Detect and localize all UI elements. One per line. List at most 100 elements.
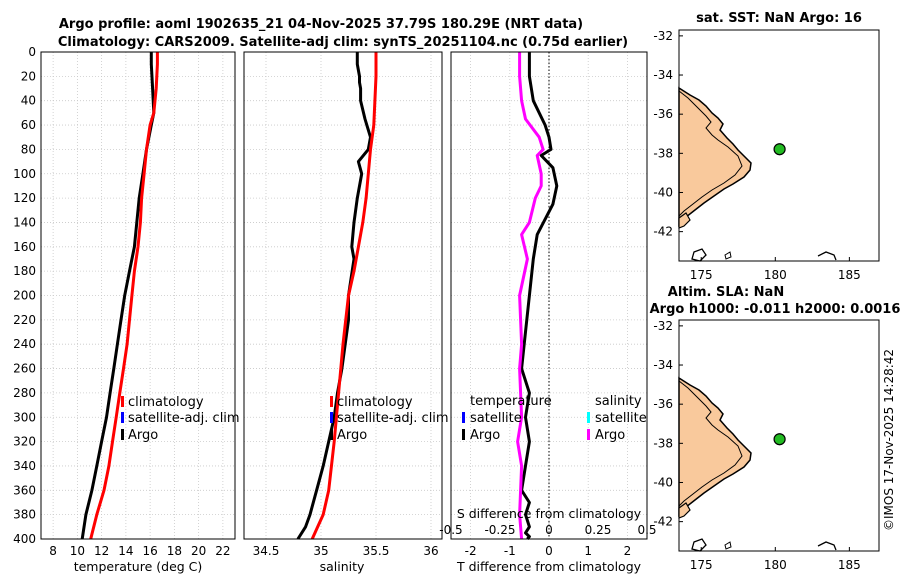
lat-tick-label: -32: [653, 29, 673, 43]
x-tick-label: 36: [423, 544, 438, 558]
sst-map-axes-box: [678, 29, 880, 262]
depth-tick-label: 220: [13, 313, 36, 327]
x-tick-label: 35.5: [363, 544, 390, 558]
imos-timestamp: ©IMOS 17-Nov-2025 14:28:42: [882, 349, 896, 531]
sst-map-title: sat. SST: NaN Argo: 16: [696, 11, 862, 26]
x-tick-label: 1: [584, 544, 592, 558]
lat-tick-label: -32: [653, 319, 673, 333]
legend-header-temperature: temperature: [470, 394, 552, 409]
x-tick-label: 12: [94, 544, 109, 558]
lat-tick-label: -34: [653, 358, 673, 372]
island-outline-east: [817, 541, 837, 551]
lon-tick-label: 175: [690, 268, 713, 282]
depth-tick-label: 140: [13, 215, 36, 229]
x-tick-label: -1: [504, 544, 516, 558]
lat-tick-label: -38: [653, 146, 673, 160]
depth-tick-label: 180: [13, 264, 36, 278]
salinity-xlabel: salinity: [320, 559, 365, 574]
depth-tick-label: 320: [13, 435, 36, 449]
x-tick-label: 16: [142, 544, 157, 558]
x-tick-label: 35: [313, 544, 328, 558]
depth-tick-label: 20: [21, 69, 36, 83]
lat-tick-label: -38: [653, 436, 673, 450]
depth-tick-label: 200: [13, 289, 36, 303]
depth-tick-label: 240: [13, 337, 36, 351]
north-island-land: [678, 376, 752, 517]
depth-tick-label: 120: [13, 191, 36, 205]
x-tick-label: 14: [118, 544, 133, 558]
coastline-detail: [678, 380, 743, 507]
figure-title-line1: Argo profile: aoml 1902635_21 04-Nov-202…: [59, 17, 583, 32]
temperature-xlabel: temperature (deg C): [74, 559, 203, 574]
argo-s-difference-line: [516, 52, 545, 540]
sst-map-panel: sat. SST: NaN Argo: 16 -32 -34 -36 -38 -40 -4…: [653, 11, 880, 282]
climatology-temperature-line: [89, 52, 159, 540]
lat-tick-label: -40: [653, 185, 673, 199]
legend-label-s-satellite: satellite: [595, 411, 647, 426]
lat-tick-label: -34: [653, 68, 673, 82]
lat-tick-label: -42: [653, 225, 673, 239]
depth-tick-label: 340: [13, 459, 36, 473]
figure-title-line2: Climatology: CARS2009. Satellite-adj cli…: [58, 35, 628, 50]
difference-panel: -2 -1 0 1 2 -0.5 -0.25 0 0.25 0.5 T difference fr…: [439, 51, 657, 574]
legend-swatch-s-argo: [587, 429, 590, 440]
depth-tick-label: 160: [13, 240, 36, 254]
depth-tick-label: 280: [13, 386, 36, 400]
depth-tick-label: 60: [21, 118, 36, 132]
legend-swatch-argo: [330, 429, 333, 440]
lon-tick-label: 180: [764, 268, 787, 282]
legend-swatch-s-satellite: [587, 412, 590, 423]
depth-tick-label: 0: [28, 45, 36, 59]
t-difference-xlabel: T difference from climatology: [456, 559, 642, 574]
salinity-panel: 34.5 35 35.5 36 salinity climatology satell…: [243, 51, 449, 574]
lon-tick-label: 185: [838, 558, 861, 572]
x-tick-label: 2: [624, 544, 632, 558]
lon-tick-label: 180: [764, 558, 787, 572]
lat-tick-label: -42: [653, 515, 673, 529]
s-difference-tick-label: 0.25: [585, 523, 612, 537]
lon-tick-label: 175: [690, 558, 713, 572]
argo-t-difference-line: [520, 52, 559, 540]
x-tick-label: 18: [167, 544, 182, 558]
salinity-axes-box: [243, 51, 443, 540]
map-land: [678, 376, 837, 552]
island-outline-east: [817, 251, 837, 261]
temperature-panel: 0 20 40 60 80 100 120 140 160 180 200 220 240 260 280 3…: [13, 45, 240, 574]
temperature-legend: climatology satellite-adj. clim Argo: [121, 395, 240, 443]
legend-swatch-climatology: [121, 396, 124, 407]
s-difference-tick-label: 0: [545, 523, 553, 537]
depth-tick-label: 100: [13, 167, 36, 181]
x-tick-label: 10: [70, 544, 85, 558]
legend-label-argo: Argo: [337, 428, 367, 443]
sla-map-subtitle: Argo h1000: -0.011 h2000: 0.0016: [650, 302, 900, 317]
lat-tick-label: -36: [653, 107, 673, 121]
x-tick-label: 0: [545, 544, 553, 558]
difference-axes-box: [450, 51, 648, 540]
depth-tick-label: 80: [21, 142, 36, 156]
small-island-outline: [724, 541, 732, 550]
legend-swatch-satellite: [121, 412, 124, 423]
lat-tick-label: -40: [653, 475, 673, 489]
legend-swatch-t-argo: [462, 429, 465, 440]
s-difference-xlabel: S difference from climatology: [457, 506, 642, 521]
chatham-island-outline: [691, 538, 707, 552]
x-tick-label: -2: [465, 544, 477, 558]
depth-tick-label: 260: [13, 362, 36, 376]
s-difference-tick-label: -0.25: [484, 523, 515, 537]
sla-map-axes-box: [678, 319, 880, 552]
legend-label-argo: Argo: [128, 428, 158, 443]
difference-legend: temperature satellite Argo salinity sate…: [462, 394, 647, 443]
legend-label-s-argo: Argo: [595, 428, 625, 443]
salinity-legend: climatology satellite-adj. clim Argo: [330, 395, 449, 443]
sla-map-title: Altim. SLA: NaN: [668, 285, 784, 300]
legend-label-climatology: climatology: [128, 395, 204, 410]
s-difference-tick-label: 0.5: [637, 523, 656, 537]
s-difference-tick-label: -0.5: [439, 523, 462, 537]
depth-tick-label: 380: [13, 508, 36, 522]
depth-tick-label: 300: [13, 410, 36, 424]
argo-salinity-line: [296, 52, 372, 540]
map-land: [678, 86, 837, 262]
legend-swatch-argo: [121, 429, 124, 440]
legend-label-climatology: climatology: [337, 395, 413, 410]
legend-label-t-satellite: satellite: [470, 411, 522, 426]
